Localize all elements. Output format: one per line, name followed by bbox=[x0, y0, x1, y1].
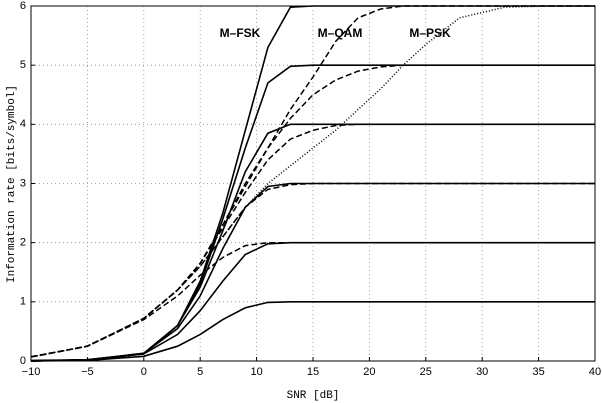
y-tick-label: 5 bbox=[20, 59, 26, 71]
x-tick-label: 15 bbox=[307, 366, 319, 378]
y-tick-label: 0 bbox=[20, 355, 26, 367]
x-tick-label: 30 bbox=[476, 366, 488, 378]
x-tick-label: −10 bbox=[22, 366, 41, 378]
y-tick-label: 3 bbox=[20, 177, 26, 189]
y-tick-label: 4 bbox=[20, 118, 26, 130]
y-axis-label: Information rate [bits/symbol] bbox=[6, 85, 18, 283]
y-tick-label: 2 bbox=[20, 237, 26, 249]
y-tick-label: 1 bbox=[20, 296, 26, 308]
annotation: M–QAM bbox=[318, 26, 363, 40]
series-line bbox=[30, 241, 595, 358]
x-tick-label: 25 bbox=[420, 366, 432, 378]
x-tick-label: 10 bbox=[250, 366, 262, 378]
series-line bbox=[30, 300, 595, 362]
y-tick-label: 6 bbox=[20, 0, 26, 12]
x-tick-label: 5 bbox=[197, 366, 203, 378]
annotation: M–PSK bbox=[409, 26, 451, 40]
x-tick-label: 35 bbox=[532, 366, 544, 378]
annotation: M–FSK bbox=[220, 26, 261, 40]
x-axis-label: SNR [dB] bbox=[287, 390, 340, 402]
x-tick-label: 40 bbox=[589, 366, 601, 378]
x-tick-label: 20 bbox=[363, 366, 375, 378]
x-tick-label: 0 bbox=[141, 366, 147, 378]
x-tick-label: −5 bbox=[81, 366, 94, 378]
plot-frame bbox=[30, 5, 596, 362]
